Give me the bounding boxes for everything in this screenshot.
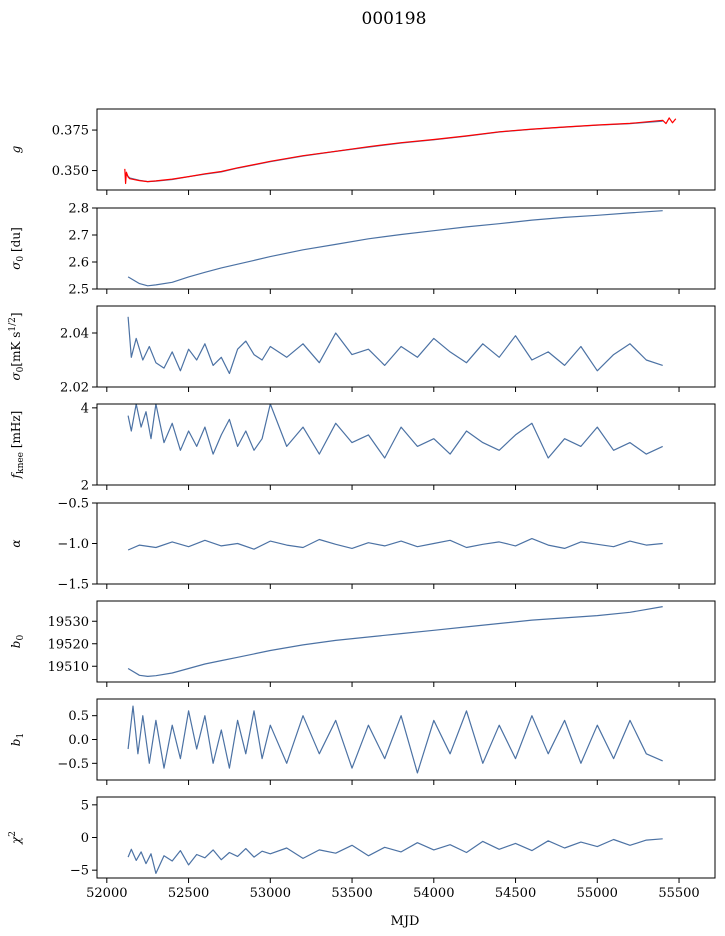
y-tick-label: 19520 <box>48 637 89 652</box>
x-tick-label: 52000 <box>86 886 127 901</box>
x-tick-label: 54500 <box>495 886 536 901</box>
x-tick-label: 55000 <box>577 886 618 901</box>
y-tick-label: 19510 <box>48 660 89 675</box>
y-tick-label: −1.5 <box>57 578 89 593</box>
y-tick-label: 5 <box>81 798 89 813</box>
panel-b1: −0.5 0.0 0.5 b1 <box>9 698 716 785</box>
panel-b0: 19510 19520 19530 b0 <box>9 600 716 687</box>
series-line-chi2-0 <box>127 838 663 875</box>
y-axis-label-b1: b1 <box>9 733 26 746</box>
y-tick-label: 19530 <box>48 615 89 630</box>
y-tick-label: 0.5 <box>68 709 89 724</box>
y-tick-label: 4 <box>81 401 89 416</box>
panel-frame <box>96 108 716 191</box>
y-axis-label-fknee: fknee [mHz] <box>9 411 26 480</box>
y-tick-label: −0.5 <box>57 497 89 512</box>
x-tick-label: 52500 <box>168 886 209 901</box>
y-tick-label: 2.02 <box>60 381 89 396</box>
figure-title: 000198 <box>362 9 427 29</box>
series-line-b0-0 <box>127 606 663 678</box>
y-tick-label: −1.0 <box>57 537 89 552</box>
y-tick-label: 2.8 <box>68 202 89 217</box>
panel-frame <box>96 207 716 290</box>
y-axis-label-g: g <box>9 145 23 153</box>
panel-frame <box>96 600 716 683</box>
y-tick-label: −5 <box>70 864 89 879</box>
y-axis-label-sigma0_mK: σ0[mK s1/2] <box>8 312 26 380</box>
panel-frame <box>96 305 716 388</box>
y-tick-label: 2.6 <box>68 256 89 271</box>
x-tick-label: 55500 <box>658 886 699 901</box>
y-axis-label-sigma0_du: σ0 [du] <box>9 227 26 270</box>
panel-sigma0_du: 2.5 2.6 2.7 2.8 σ0 [du] <box>9 202 716 298</box>
x-tick-label: 53000 <box>250 886 291 901</box>
panel-g: 0.350 0.375 g <box>9 108 716 195</box>
x-tick-label: 53500 <box>331 886 372 901</box>
series-line-b1-0 <box>127 705 663 774</box>
y-tick-label: 0.350 <box>52 164 89 179</box>
series-line-sigma0_mK-0 <box>127 316 663 375</box>
series-line-sigma0_du-0 <box>127 210 663 287</box>
y-axis-label-alpha: α <box>9 539 23 547</box>
y-axis-label-chi2: χ2 <box>8 831 23 845</box>
series-line-fknee-0 <box>127 404 663 459</box>
panel-chi2: −5 0 5 52000 52500 53000 53500 54000 54500 55000 5… <box>8 796 716 901</box>
y-tick-label: 0.0 <box>68 733 89 748</box>
y-tick-label: 2.5 <box>68 283 89 298</box>
panel-alpha: −1.5 −1.0 −0.5 α <box>9 497 716 593</box>
x-axis-label: MJD <box>391 914 420 929</box>
panel-frame <box>96 403 716 486</box>
series-line-g-1 <box>124 117 677 185</box>
x-tick-label: 54000 <box>413 886 454 901</box>
y-tick-label: −0.5 <box>57 757 89 772</box>
y-tick-label: 0.375 <box>52 124 89 139</box>
series-line-alpha-0 <box>127 537 663 551</box>
y-tick-label: 2 <box>81 479 89 494</box>
panel-sigma0_mK: 2.02 2.04 σ0[mK s1/2] <box>8 305 716 396</box>
panel-fknee: 2 4 fknee [mHz] <box>9 401 716 494</box>
y-tick-label: 0 <box>81 831 89 846</box>
y-tick-label: 2.04 <box>60 327 89 342</box>
y-tick-label: 2.7 <box>68 229 89 244</box>
panels: 0.350 0.375 g 2.5 2.6 2.7 2.8 σ0 [du] 2.02 2.04 σ0… <box>8 108 716 901</box>
y-axis-label-b0: b0 <box>9 635 26 649</box>
